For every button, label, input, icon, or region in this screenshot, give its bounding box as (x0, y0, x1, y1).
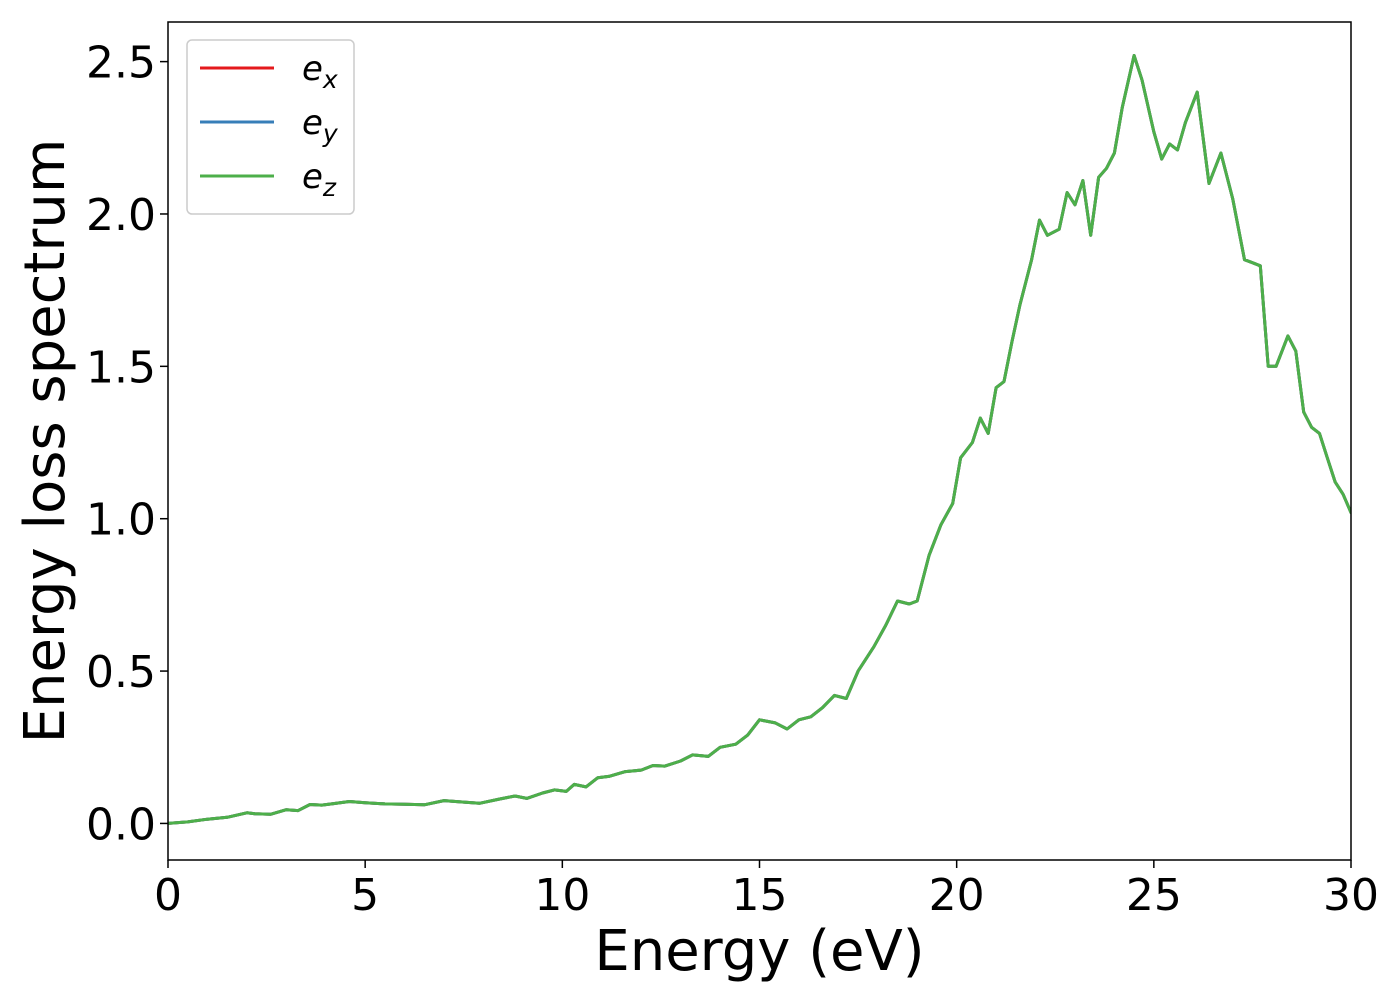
y-axis-ticks: 0.0 0.5 1.0 1.5 2.0 2.5 (86, 38, 168, 850)
y-tick-label: 2.5 (86, 38, 156, 89)
y-tick-label: 1.5 (86, 342, 156, 393)
x-tick-label: 20 (929, 870, 985, 921)
x-tick-label: 0 (154, 870, 182, 921)
y-tick-label: 0.5 (86, 647, 156, 698)
x-tick-label: 10 (534, 870, 590, 921)
y-axis-label: Energy loss spectrum (13, 139, 78, 744)
y-tick-label: 1.0 (86, 495, 156, 546)
y-tick-label: 2.0 (86, 190, 156, 241)
series-layer (168, 54, 1351, 825)
x-axis-label: Energy (eV) (594, 919, 924, 984)
series-line-ez (168, 54, 1351, 825)
x-tick-label: 25 (1126, 870, 1182, 921)
x-tick-label: 15 (732, 870, 788, 921)
x-tick-label: 30 (1323, 870, 1379, 921)
x-tick-label: 5 (351, 870, 379, 921)
legend-box (186, 39, 355, 215)
x-axis-ticks: 0 5 10 15 20 25 30 (154, 860, 1379, 921)
y-tick-label: 0.0 (86, 799, 156, 850)
